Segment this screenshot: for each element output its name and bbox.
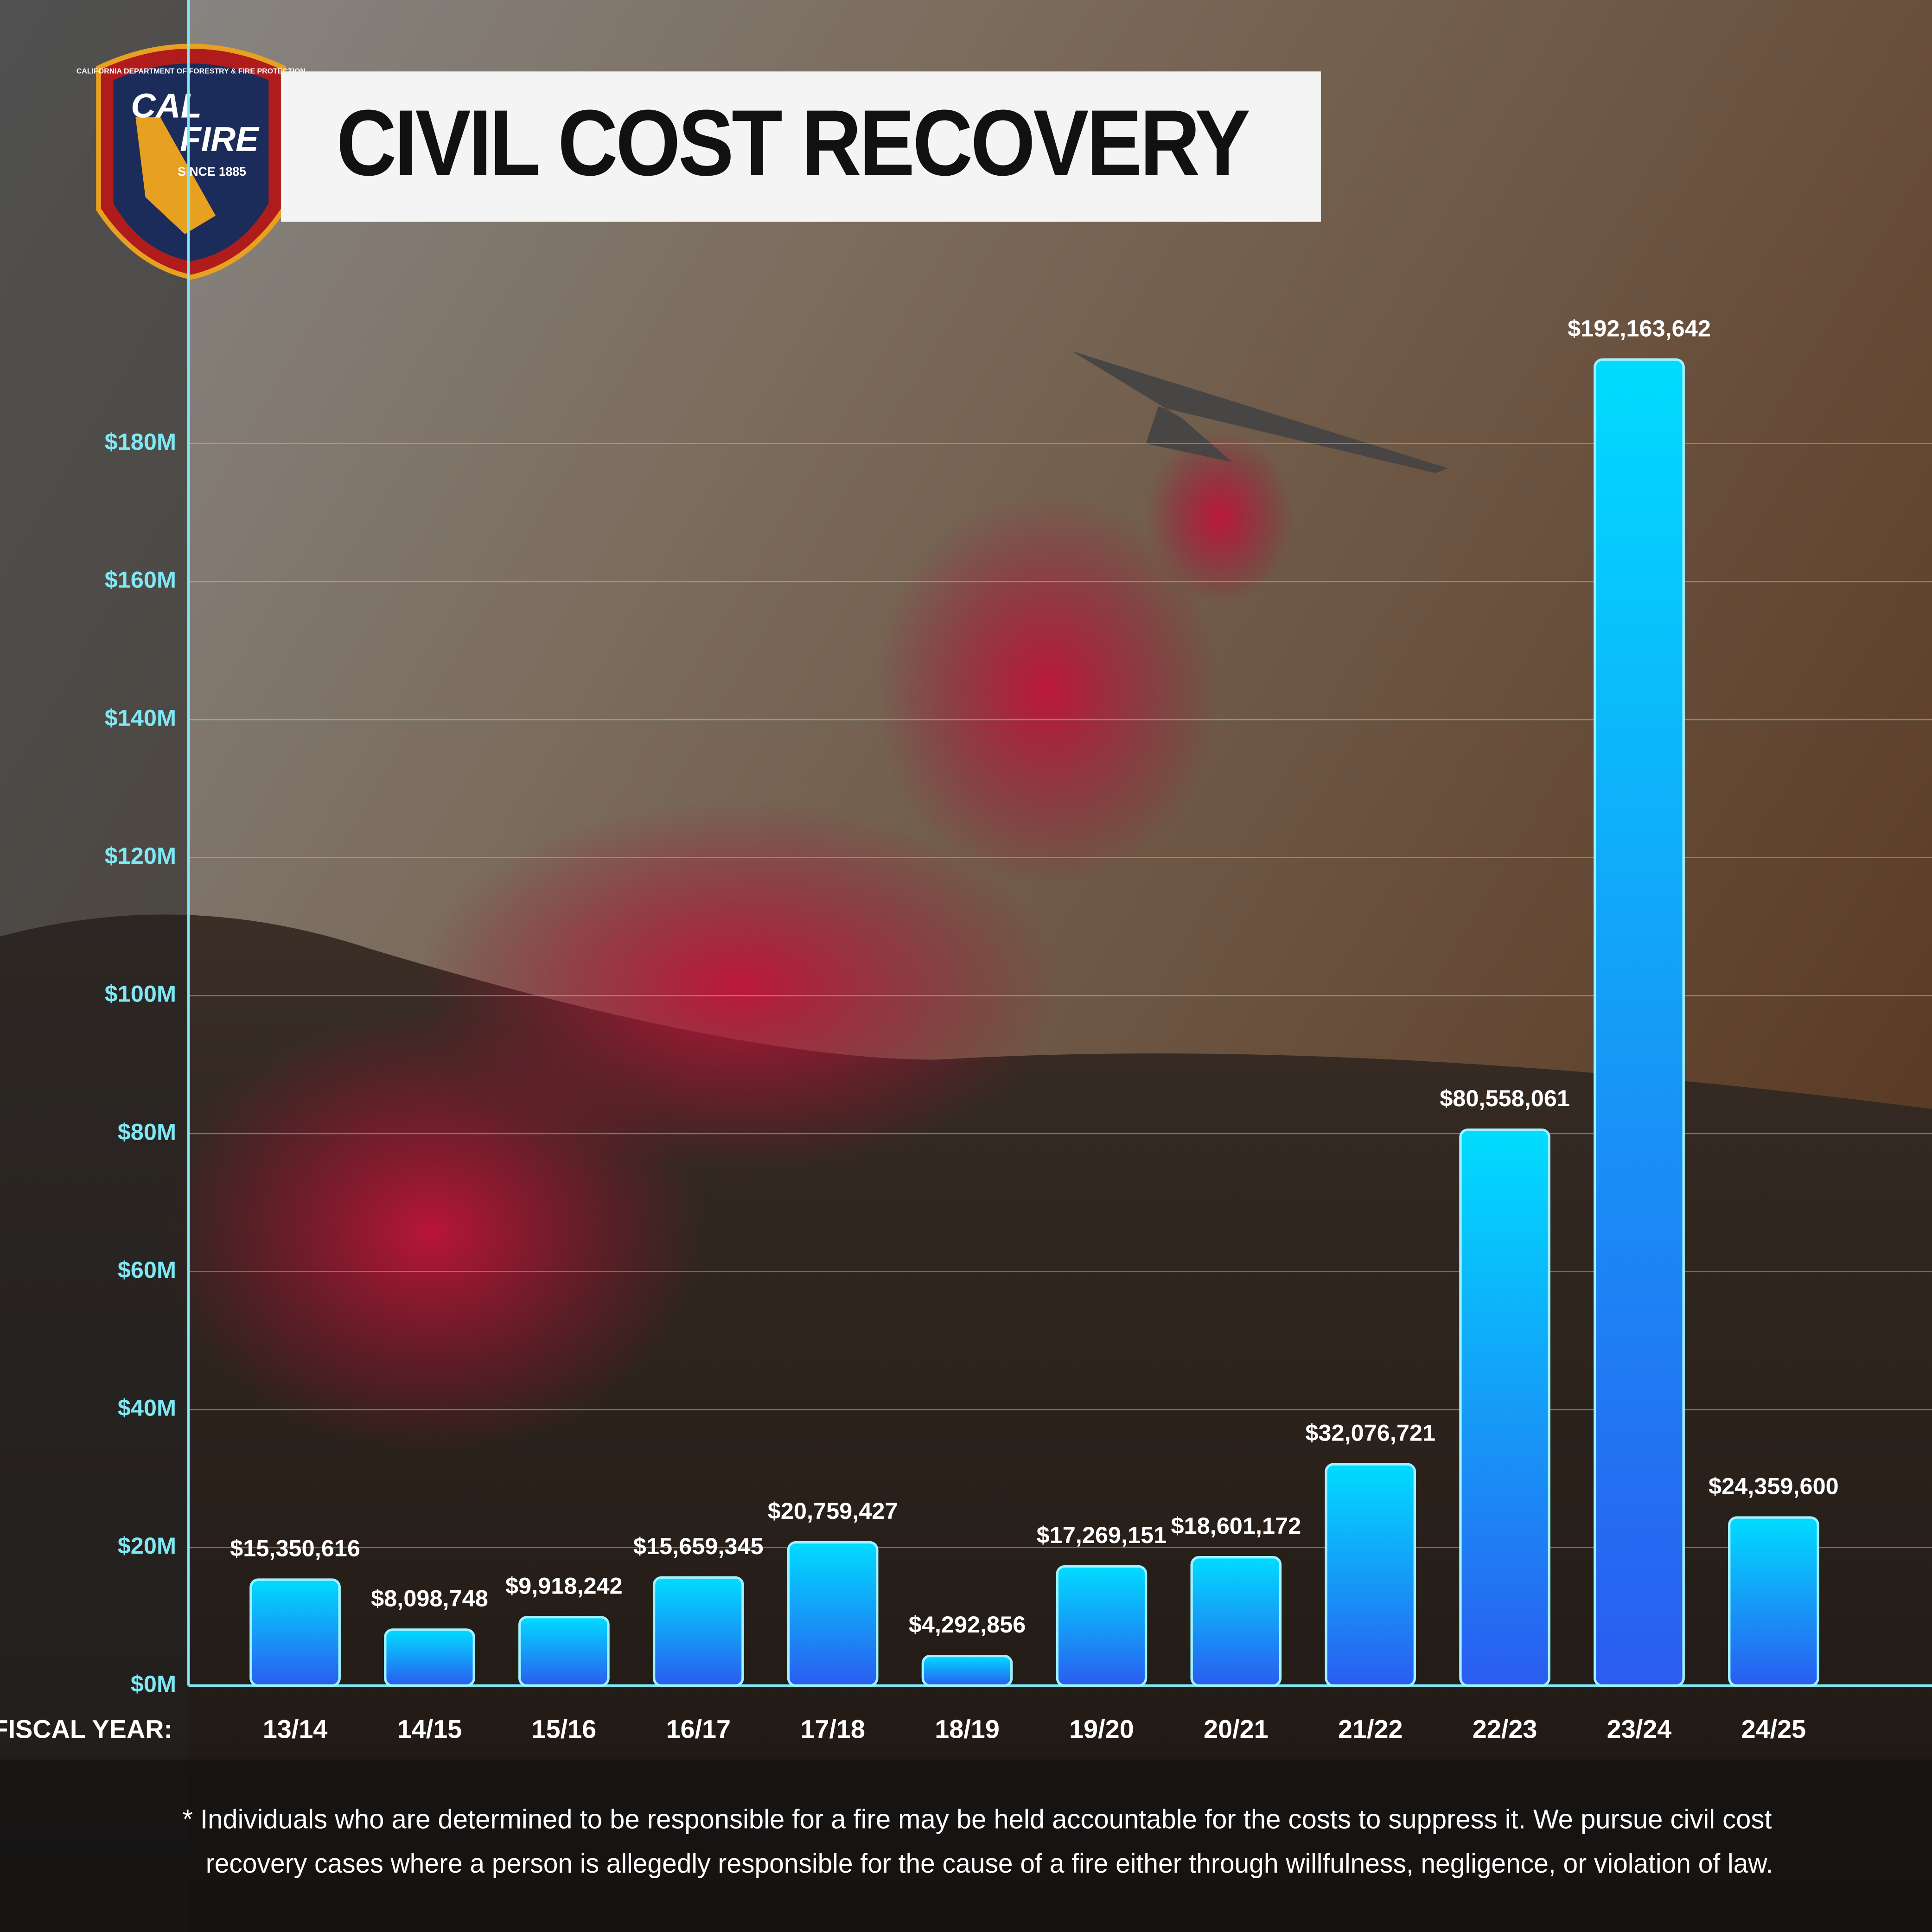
bar	[1325, 1463, 1416, 1687]
y-tick-label: $160M	[105, 567, 176, 593]
y-tick-label: $100M	[105, 981, 176, 1007]
value-label: $24,359,600	[1709, 1473, 1839, 1499]
title-box	[281, 71, 1321, 222]
value-label: $8,098,748	[371, 1585, 488, 1612]
x-tick-label: 22/23	[1473, 1715, 1537, 1744]
y-tick-label: $140M	[105, 704, 176, 731]
x-tick-label: 13/14	[263, 1715, 328, 1744]
value-label: $4,292,856	[909, 1611, 1026, 1638]
logo-arc-text: CALIFORNIA DEPARTMENT OF FORESTRY & FIRE…	[77, 67, 306, 75]
bar	[652, 1576, 744, 1687]
bar	[1594, 358, 1685, 1687]
y-tick-label: $80M	[118, 1118, 176, 1145]
bar	[1459, 1128, 1550, 1687]
chart-title: CIVIL COST RECOVERY	[337, 90, 1250, 195]
value-label: $15,350,616	[230, 1535, 360, 1562]
x-tick-label: 18/19	[935, 1715, 1000, 1744]
x-tick-label: 16/17	[666, 1715, 731, 1744]
bar	[384, 1628, 475, 1687]
y-tick-label: $20M	[118, 1532, 176, 1559]
x-tick-label: 15/16	[532, 1715, 597, 1744]
value-label: $18,601,172	[1171, 1512, 1301, 1539]
y-tick-label: $60M	[118, 1256, 176, 1283]
x-tick-label: 21/22	[1338, 1715, 1403, 1744]
bar	[1190, 1556, 1282, 1687]
bar	[249, 1578, 341, 1687]
value-label: $9,918,242	[505, 1572, 623, 1599]
bar	[921, 1654, 1013, 1687]
footnote: recovery cases where a person is alleged…	[206, 1849, 1773, 1879]
value-label: $20,759,427	[768, 1498, 898, 1524]
x-tick-label: 17/18	[800, 1715, 865, 1744]
value-label: $32,076,721	[1305, 1420, 1435, 1446]
x-axis-label: FISCAL YEAR:	[0, 1715, 172, 1744]
x-tick-label: 14/15	[397, 1715, 462, 1744]
bar	[1056, 1565, 1148, 1687]
footnote: * Individuals who are determined to be r…	[182, 1804, 1772, 1834]
y-tick-label: $40M	[118, 1395, 176, 1421]
logo-fire: FIRE	[180, 120, 260, 158]
x-tick-label: 24/25	[1741, 1715, 1806, 1744]
bar	[518, 1616, 610, 1687]
logo-cal: CAL	[131, 87, 202, 125]
x-tick-label: 19/20	[1069, 1715, 1134, 1744]
bar	[787, 1541, 879, 1687]
value-label: $192,163,642	[1568, 315, 1711, 341]
bar	[1728, 1516, 1819, 1687]
logo: CALIFORNIA DEPARTMENT OF FORESTRY & FIRE…	[77, 44, 306, 280]
y-tick-label: $0M	[131, 1671, 176, 1697]
y-tick-label: $120M	[105, 842, 176, 869]
y-tick-label: $180M	[105, 428, 176, 455]
value-label: $17,269,151	[1037, 1522, 1167, 1548]
x-tick-label: 20/21	[1204, 1715, 1269, 1744]
x-tick-label: 23/24	[1607, 1715, 1672, 1744]
value-label: $80,558,061	[1440, 1085, 1570, 1111]
value-label: $15,659,345	[633, 1533, 764, 1559]
